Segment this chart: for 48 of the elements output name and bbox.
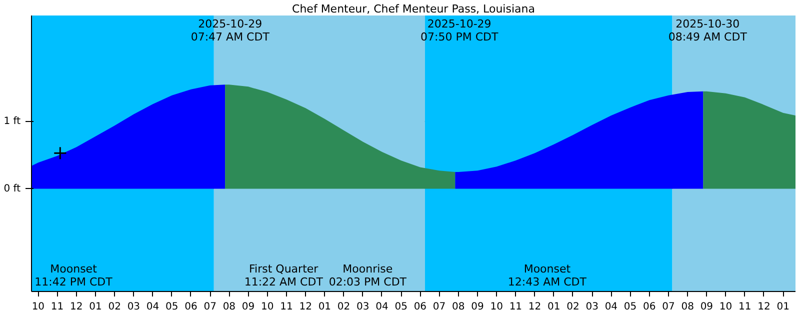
x-tick-label: 01 — [318, 302, 332, 312]
x-tick-label: 10 — [261, 302, 274, 312]
x-tick-label: 05 — [624, 302, 637, 312]
x-tick-label: 09 — [242, 302, 255, 312]
x-tick-label: 06 — [414, 302, 427, 312]
chart-title: Chef Menteur, Chef Menteur Pass, Louisiana — [292, 2, 535, 16]
annotation: First Quarter 11:22 AM CDT — [244, 262, 324, 288]
x-tick-label: 05 — [166, 302, 178, 312]
x-tick-label: 08 — [222, 302, 236, 312]
x-tick-label: 01 — [548, 302, 560, 312]
x-tick-label: 11 — [738, 302, 752, 312]
x-tick-label: 06 — [643, 302, 656, 312]
x-tick-label: 03 — [127, 302, 140, 312]
x-tick-label: 12 — [70, 302, 83, 312]
x-tick-label: 02 — [337, 302, 350, 312]
annotation: Moonset 12:43 AM CDT — [508, 262, 587, 288]
x-tick-label: 09 — [700, 302, 714, 312]
x-tick-label: 11 — [509, 302, 522, 312]
x-tick-label: 03 — [356, 302, 370, 312]
x-tick-label: 11 — [280, 302, 293, 312]
x-tick-label: 02 — [108, 302, 121, 312]
x-tick-label: 10 — [32, 302, 45, 312]
x-tick-label: 12 — [528, 302, 542, 312]
annotation: Moonset 11:42 PM CDT — [34, 262, 113, 288]
x-tick-label: 01 — [89, 302, 102, 312]
x-tick-label: 10 — [719, 302, 732, 312]
x-tick-label: 07 — [432, 302, 446, 312]
x-tick-label: 08 — [681, 302, 694, 312]
x-tick-label: 09 — [471, 302, 484, 312]
x-tick-label: 05 — [394, 302, 408, 312]
x-tick-label: 08 — [452, 302, 465, 312]
x-tick-label: 07 — [662, 302, 675, 312]
x-tick-label: 12 — [299, 302, 312, 312]
x-tick-label: 07 — [204, 302, 216, 312]
x-tick-label: 06 — [184, 302, 198, 312]
x-tick-label: 04 — [146, 302, 160, 312]
y-tick-label: 0 ft — [4, 183, 21, 194]
x-tick-label: 04 — [376, 302, 388, 312]
x-tick-label: 02 — [566, 302, 580, 312]
x-tick-label: 11 — [50, 302, 64, 312]
x-tick-label: 04 — [604, 302, 618, 312]
annotation: Moonrise 02:03 PM CDT — [328, 262, 407, 288]
annotation: 2025-10-29 07:50 PM CDT — [420, 18, 498, 44]
y-tick-label: 1 ft — [4, 116, 21, 128]
x-tick-label: 12 — [758, 302, 770, 312]
x-tick-label: 01 — [776, 302, 790, 312]
x-tick-label: 03 — [586, 302, 598, 312]
x-tick-label: 10 — [490, 302, 503, 312]
